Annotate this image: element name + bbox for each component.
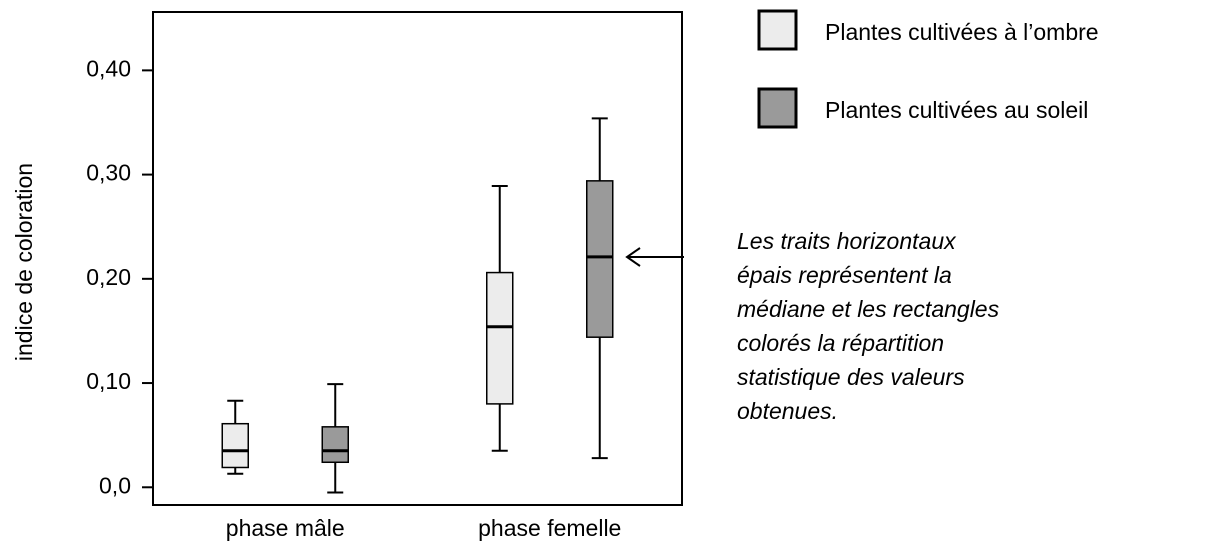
annotation-line: statistique des valeurs [737,364,965,390]
y-tick-label: 0,30 [86,160,131,186]
box [586,180,614,338]
legend-swatch [757,9,798,51]
plot-frame [152,11,683,506]
y-tick-label: 0,20 [86,264,131,290]
legend-label: Plantes cultivées au soleil [825,97,1088,123]
annotation-arrowhead [625,247,641,267]
y-tick-label: 0,10 [86,368,131,394]
y-tick-label: 0,40 [86,55,131,81]
x-tick-label: phase femelle [478,515,621,541]
y-tick-label: 0,0 [99,472,131,498]
annotation-line: épais représentent la [737,262,952,288]
x-tick-label: phase mâle [226,515,345,541]
y-axis-label: indice de coloration [11,163,37,361]
annotation-line: Les traits horizontaux [737,228,957,254]
annotation-line: colorés la répartition [737,330,944,356]
annotation-line: médiane et les rectangles [737,296,1000,322]
box [221,422,249,469]
annotation-line: obtenues. [737,398,838,424]
box [321,426,349,464]
box [486,271,514,405]
legend-swatch [757,87,798,129]
legend-label: Plantes cultivées à l’ombre [825,19,1099,45]
